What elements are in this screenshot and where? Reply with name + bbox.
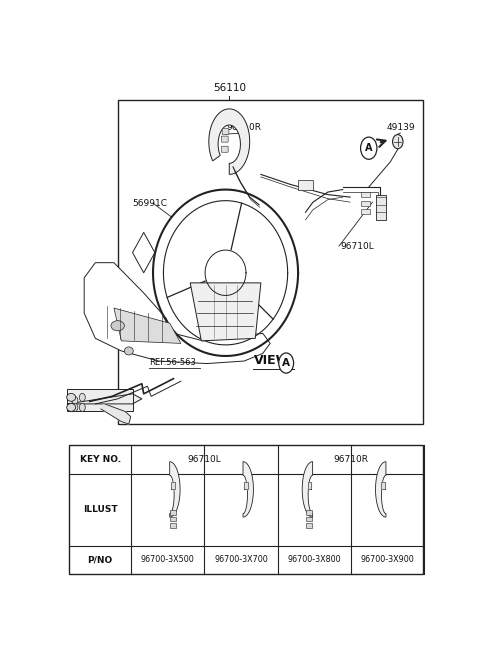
Text: 96700-3X500: 96700-3X500 xyxy=(141,555,195,564)
Text: VIEW: VIEW xyxy=(253,354,290,367)
Text: P/NO: P/NO xyxy=(87,555,113,564)
Polygon shape xyxy=(375,462,386,517)
Circle shape xyxy=(393,134,403,149)
Text: 96710R: 96710R xyxy=(334,455,369,464)
FancyBboxPatch shape xyxy=(221,146,228,152)
Text: 96710R: 96710R xyxy=(227,122,262,132)
FancyBboxPatch shape xyxy=(376,195,385,220)
Circle shape xyxy=(79,403,85,411)
Text: 96710L: 96710L xyxy=(341,242,374,251)
Polygon shape xyxy=(205,250,246,295)
Text: REF.56-563: REF.56-563 xyxy=(149,358,196,367)
Ellipse shape xyxy=(67,403,76,411)
Polygon shape xyxy=(169,462,180,517)
Circle shape xyxy=(79,393,85,402)
FancyBboxPatch shape xyxy=(221,136,228,142)
FancyBboxPatch shape xyxy=(69,445,423,574)
Polygon shape xyxy=(84,263,270,364)
Text: 96700-3X700: 96700-3X700 xyxy=(214,555,268,564)
Circle shape xyxy=(72,396,78,404)
Polygon shape xyxy=(190,283,261,341)
FancyBboxPatch shape xyxy=(360,192,370,197)
Polygon shape xyxy=(308,482,312,489)
Ellipse shape xyxy=(124,347,133,355)
FancyBboxPatch shape xyxy=(306,510,312,515)
Circle shape xyxy=(360,137,377,159)
Text: A: A xyxy=(282,358,290,368)
Polygon shape xyxy=(244,482,248,489)
Ellipse shape xyxy=(67,394,76,402)
Text: 96700-3X800: 96700-3X800 xyxy=(288,555,341,564)
FancyBboxPatch shape xyxy=(306,517,312,521)
FancyBboxPatch shape xyxy=(222,128,229,134)
Polygon shape xyxy=(243,462,253,517)
FancyBboxPatch shape xyxy=(118,100,423,424)
Text: 96710L: 96710L xyxy=(188,455,221,464)
Text: 56110: 56110 xyxy=(213,83,246,93)
FancyBboxPatch shape xyxy=(298,181,313,189)
Polygon shape xyxy=(153,189,298,356)
Circle shape xyxy=(279,353,294,373)
Ellipse shape xyxy=(111,321,124,331)
Polygon shape xyxy=(171,482,175,489)
Text: 49139: 49139 xyxy=(386,122,415,132)
Circle shape xyxy=(72,403,78,411)
FancyBboxPatch shape xyxy=(170,523,176,528)
Text: 96700-3X900: 96700-3X900 xyxy=(361,555,415,564)
Polygon shape xyxy=(67,394,142,404)
FancyBboxPatch shape xyxy=(170,517,176,521)
Polygon shape xyxy=(381,482,385,489)
Polygon shape xyxy=(101,404,131,424)
Polygon shape xyxy=(302,462,312,517)
FancyBboxPatch shape xyxy=(360,209,370,214)
Polygon shape xyxy=(209,109,250,174)
FancyBboxPatch shape xyxy=(170,510,176,515)
Text: A: A xyxy=(365,143,372,153)
Text: KEY NO.: KEY NO. xyxy=(80,455,121,464)
FancyBboxPatch shape xyxy=(67,389,132,411)
FancyBboxPatch shape xyxy=(306,523,312,528)
Text: ILLUST: ILLUST xyxy=(83,505,118,514)
Text: 56991C: 56991C xyxy=(132,198,168,208)
FancyBboxPatch shape xyxy=(360,200,370,206)
Polygon shape xyxy=(114,308,181,343)
